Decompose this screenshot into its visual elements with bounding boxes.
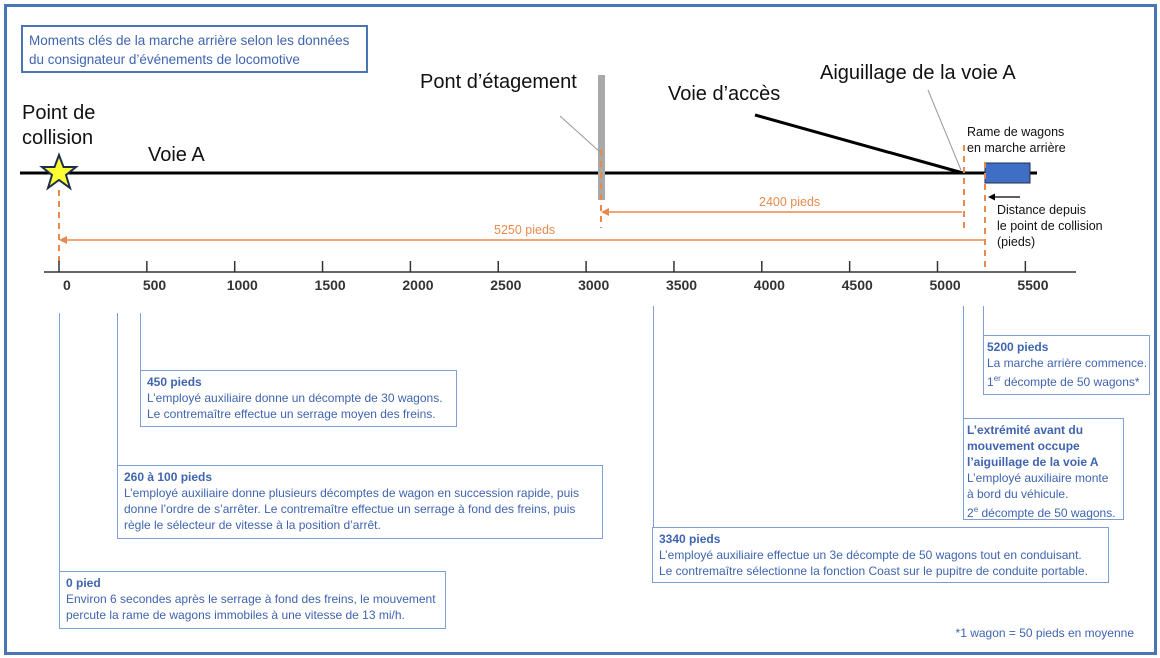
event-5200: 5200 pieds La marche arrière commence. 1…: [983, 335, 1150, 395]
cut-label-line-2: en marche arrière: [967, 141, 1066, 155]
axis-tick-label: 1000: [226, 277, 258, 293]
distance-note-line-1: Distance depuis: [997, 203, 1086, 217]
event-text: Le contremaître effectue un serrage moye…: [147, 407, 436, 421]
count-text: décompte de 50 wagons.: [978, 506, 1116, 520]
event-text: règle le sélecteur de vitesse à la posit…: [124, 518, 381, 532]
count-ordinal: er: [993, 374, 1001, 383]
title-line-1: Moments clés de la marche arrière selon …: [29, 33, 350, 48]
track-diagram: [20, 75, 1076, 273]
connector-5200: [983, 306, 984, 336]
access-track-line: [754, 113, 964, 175]
connector-450: [140, 313, 141, 371]
footnote: *1 wagon = 50 pieds en moyenne: [955, 626, 1134, 640]
count-number: 1: [987, 375, 994, 389]
axis-tick-label: 3000: [578, 277, 610, 293]
axis-tick-label: 2000: [402, 277, 434, 293]
event-text: percute la rame de wagons immobiles à un…: [66, 608, 405, 622]
connector-0: [59, 313, 60, 572]
event-count: 1er décompte de 50 wagons*: [987, 371, 1143, 390]
connector-3340: [653, 306, 654, 528]
event-heading: L’extrémité avant du: [967, 423, 1084, 437]
event-heading: 450 pieds: [147, 375, 202, 389]
distance-note-line-3: (pieds): [997, 235, 1036, 249]
event-heading: 3340 pieds: [659, 532, 721, 546]
collision-label-line-1: Point de: [22, 102, 96, 124]
event-heading: 0 pied: [66, 576, 101, 590]
event-text: La marche arrière commence.: [987, 356, 1148, 370]
collision-point-label: Point de collision: [22, 101, 95, 151]
event-text: Le contremaître sélectionne la fonction …: [659, 564, 1088, 578]
event-heading: 260 à 100 pieds: [124, 470, 213, 484]
overpass-label: Pont d’étagement: [420, 71, 577, 93]
track-a-label: Voie A: [148, 144, 205, 166]
collision-label-line-2: collision: [22, 127, 94, 149]
switch-leader: [927, 89, 962, 171]
cut-label-line-1: Rame de wagons: [967, 125, 1065, 139]
connector-260: [117, 313, 118, 466]
distance-note: Distance depuis le point de collision (p…: [997, 202, 1103, 250]
event-260-100: 260 à 100 pieds L’employé auxiliaire don…: [117, 465, 603, 539]
count-number: 2: [967, 506, 974, 520]
event-0: 0 pied Environ 6 secondes après le serra…: [59, 571, 446, 629]
axis-tick-label: 5500: [1017, 277, 1049, 293]
axis-tick-label: 4500: [841, 277, 873, 293]
axis-tick-label: 1500: [314, 277, 346, 293]
event-heading: l’aiguillage de la voie A: [967, 455, 1099, 469]
count-text: décompte de 50 wagons*: [1000, 375, 1140, 389]
axis-tick-label: 4000: [753, 277, 785, 293]
arrowhead-2400: [601, 208, 609, 216]
event-heading: 5200 pieds: [987, 340, 1049, 354]
event-450: 450 pieds L’employé auxiliaire donne un …: [140, 370, 457, 427]
event-text: à bord du véhicule.: [967, 487, 1069, 501]
axis-tick-label: 0: [63, 277, 71, 293]
arrowhead-5250: [59, 236, 67, 244]
switch-a-label: Aiguillage de la voie A: [820, 62, 1016, 84]
collision-star-icon: [39, 152, 79, 191]
outer-frame: [4, 4, 1157, 655]
axis-ticks: [58, 261, 1027, 272]
title-box: Moments clés de la marche arrière selon …: [21, 25, 368, 73]
event-text: Environ 6 secondes après le serrage à fo…: [66, 592, 436, 606]
dashed-markers: [58, 145, 986, 272]
event-text: L’employé auxiliaire effectue un 3e déco…: [659, 548, 1082, 562]
access-track-label: Voie d’accès: [668, 83, 781, 105]
count-ordinal: e: [973, 505, 979, 514]
axis-tick-label: 500: [142, 277, 167, 293]
axis-tick-label: 5000: [929, 277, 961, 293]
distance-arrowhead-icon: [988, 193, 995, 201]
overpass-bar: [598, 75, 605, 200]
event-text: L’employé auxiliaire donne plusieurs déc…: [124, 486, 579, 500]
event-text: donne l’ordre de s’arrêter. Le contremaî…: [124, 502, 576, 516]
overpass-leader: [559, 115, 601, 153]
event-3340: 3340 pieds L’employé auxiliaire effectue…: [652, 527, 1109, 583]
axis-tick-label: 2500: [490, 277, 522, 293]
cut-of-cars: [984, 162, 1031, 184]
event-text: L’employé auxiliaire monte: [967, 471, 1109, 485]
distance-2400-label: 2400 pieds: [759, 195, 821, 209]
event-switch: L’extrémité avant du mouvement occupe l’…: [963, 418, 1124, 520]
connector-switch: [963, 306, 964, 419]
event-heading: mouvement occupe: [967, 439, 1080, 453]
title-line-2: du consignateur d’événements de locomoti…: [29, 52, 300, 67]
event-text: L’employé auxiliaire donne un décompte d…: [147, 391, 443, 405]
distance-5250-label: 5250 pieds: [494, 223, 556, 237]
axis-tick-label: 3500: [665, 277, 698, 293]
distance-note-line-2: le point de collision: [997, 219, 1103, 233]
cut-of-cars-label: Rame de wagons en marche arrière: [967, 124, 1066, 156]
event-count: 2e décompte de 50 wagons.: [967, 502, 1117, 521]
